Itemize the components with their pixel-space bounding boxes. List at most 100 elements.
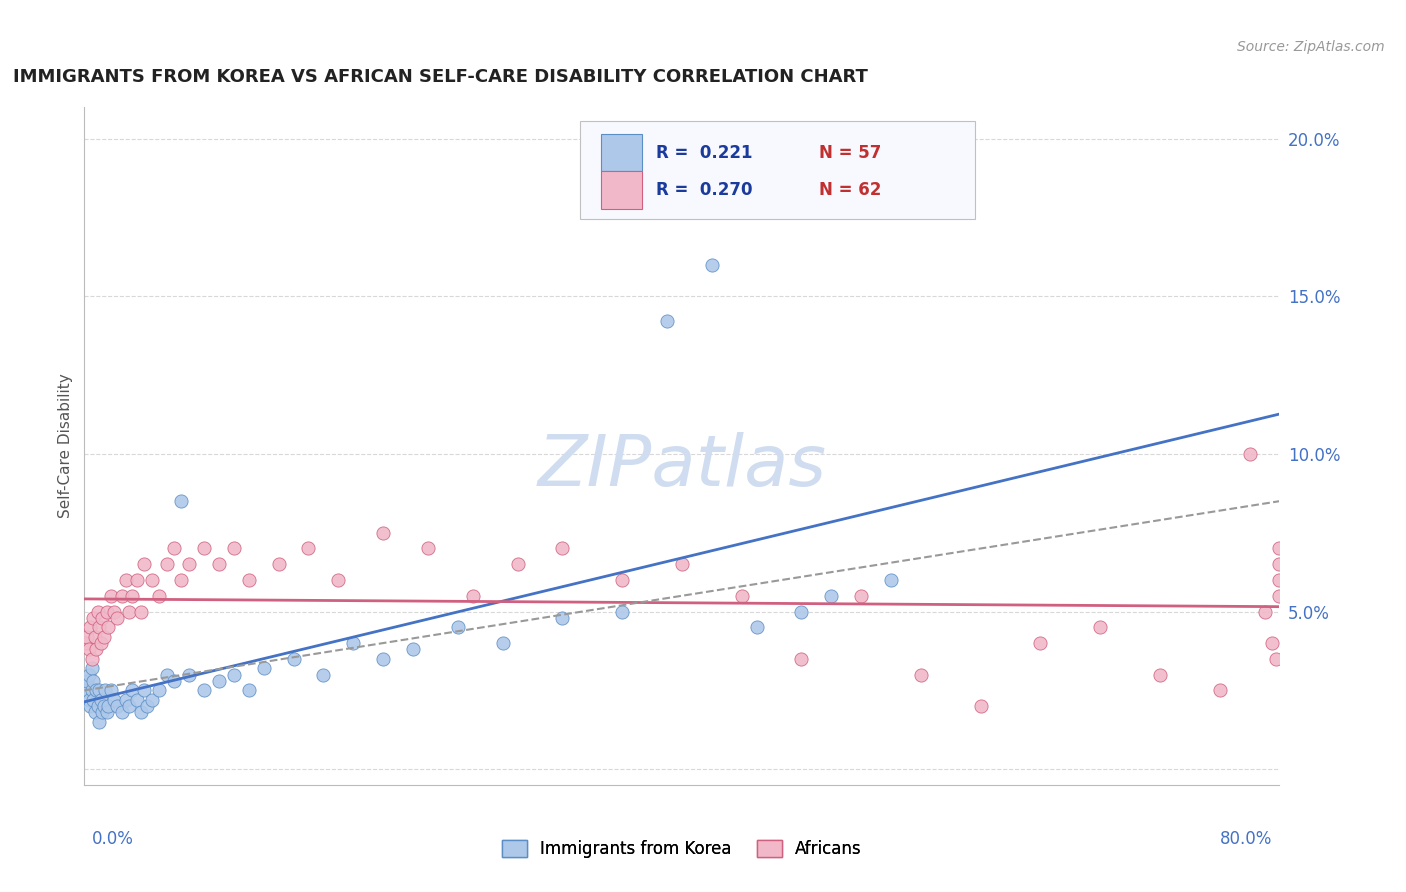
Point <box>121 589 143 603</box>
Point <box>1261 636 1284 650</box>
Point <box>880 573 903 587</box>
Point <box>170 573 193 587</box>
Point <box>283 652 305 666</box>
Point <box>80 683 103 698</box>
Point <box>193 683 215 698</box>
Point <box>111 589 134 603</box>
Point <box>80 661 103 675</box>
Point <box>90 636 112 650</box>
Point <box>253 661 276 675</box>
Point <box>1090 620 1112 634</box>
Point <box>177 558 200 572</box>
Point <box>970 699 993 714</box>
Point <box>75 636 97 650</box>
Point <box>115 573 138 587</box>
Point <box>121 683 143 698</box>
Point <box>1268 541 1291 556</box>
Point <box>373 652 395 666</box>
Point <box>96 605 118 619</box>
Point <box>1268 573 1291 587</box>
Point <box>342 636 364 650</box>
Point <box>1149 667 1171 681</box>
Point <box>77 693 100 707</box>
Point <box>297 541 319 556</box>
Y-axis label: Self-Care Disability: Self-Care Disability <box>58 374 73 518</box>
Text: N = 57: N = 57 <box>820 145 882 162</box>
Point <box>141 693 163 707</box>
Point <box>111 706 134 720</box>
Point <box>790 652 813 666</box>
Point <box>89 683 111 698</box>
Point <box>87 699 110 714</box>
Text: R =  0.270: R = 0.270 <box>655 181 752 200</box>
Text: 0.0%: 0.0% <box>91 830 134 847</box>
Point <box>86 683 108 698</box>
Point <box>79 620 101 634</box>
Point <box>125 693 148 707</box>
Point <box>91 706 114 720</box>
Point <box>93 630 115 644</box>
Point <box>82 673 104 688</box>
Point <box>86 642 108 657</box>
Point <box>416 541 439 556</box>
Point <box>77 667 100 681</box>
Point <box>177 667 200 681</box>
Point <box>100 589 122 603</box>
Point <box>87 605 110 619</box>
Point <box>79 699 101 714</box>
Point <box>222 667 245 681</box>
Point <box>129 706 152 720</box>
Point <box>312 667 335 681</box>
Point <box>103 605 125 619</box>
Point <box>115 693 138 707</box>
Point <box>238 573 260 587</box>
Point <box>94 683 117 698</box>
Point <box>222 541 245 556</box>
Point <box>132 683 156 698</box>
Point <box>700 258 723 272</box>
Point <box>80 652 103 666</box>
Point <box>96 706 118 720</box>
Text: N = 62: N = 62 <box>820 181 882 200</box>
Point <box>551 611 574 625</box>
Text: 80.0%: 80.0% <box>1220 830 1272 847</box>
Point <box>1029 636 1052 650</box>
Point <box>1253 605 1275 619</box>
Point <box>83 630 105 644</box>
Point <box>506 558 529 572</box>
Point <box>105 699 128 714</box>
Point <box>76 630 98 644</box>
Point <box>89 620 111 634</box>
Point <box>82 611 104 625</box>
Point <box>132 558 156 572</box>
Point <box>851 589 873 603</box>
Text: ZIPatlas: ZIPatlas <box>537 432 827 500</box>
Point <box>447 620 470 634</box>
FancyBboxPatch shape <box>600 171 643 209</box>
Point <box>1265 652 1288 666</box>
Point <box>551 541 574 556</box>
Point <box>155 558 177 572</box>
Point <box>790 605 813 619</box>
Point <box>148 589 170 603</box>
Point <box>148 683 170 698</box>
FancyBboxPatch shape <box>581 120 974 219</box>
Point <box>461 589 484 603</box>
Point <box>1209 683 1232 698</box>
Point <box>1268 558 1291 572</box>
Point <box>208 558 231 572</box>
Point <box>89 714 111 729</box>
Point <box>163 673 186 688</box>
Point <box>125 573 148 587</box>
Point <box>612 573 634 587</box>
Point <box>82 693 104 707</box>
Point <box>118 605 141 619</box>
Text: R =  0.221: R = 0.221 <box>655 145 752 162</box>
Point <box>208 673 231 688</box>
Point <box>655 314 678 328</box>
Point <box>77 642 100 657</box>
Point <box>267 558 290 572</box>
Point <box>100 683 122 698</box>
Point <box>97 699 120 714</box>
Point <box>75 683 97 698</box>
